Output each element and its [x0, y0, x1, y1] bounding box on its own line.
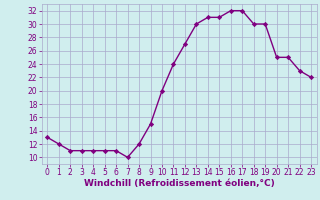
X-axis label: Windchill (Refroidissement éolien,°C): Windchill (Refroidissement éolien,°C)	[84, 179, 275, 188]
